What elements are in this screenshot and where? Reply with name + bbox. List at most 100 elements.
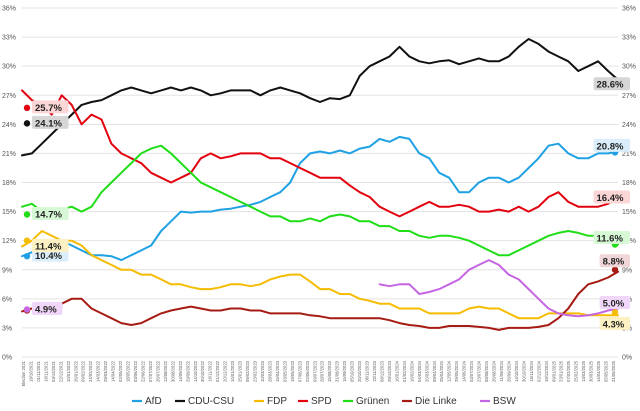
y-tick-label: 24%: [622, 122, 636, 129]
series-line-spd: [21, 89, 619, 218]
start-marker-cdu-csu: [23, 120, 31, 127]
x-tick-label: 14/10/2022: [193, 360, 198, 382]
x-tick-label: 14/04/2022: [111, 360, 116, 382]
x-tick-label: 09/02/2023: [245, 360, 250, 382]
end-label-bsw-bg: [599, 296, 630, 310]
x-tick-label: 29/05/2024: [454, 360, 459, 382]
start-label-bsw-bg: [32, 301, 63, 315]
y-tick-label: 18%: [622, 180, 636, 187]
x-tick-label: 16/01/2024: [394, 360, 399, 382]
x-tick-label: 01/11/2021: [36, 360, 41, 381]
x-tick-label: 03/12/2021: [51, 360, 56, 382]
x-tick-label: 14/09/2022: [178, 360, 183, 382]
x-tick-label: 29/03/2022: [103, 360, 108, 382]
x-tick-label: 12/08/2022: [163, 360, 168, 382]
x-tick-label: 01/12/2022: [215, 360, 220, 382]
x-tick-label: 21/05/2025: [611, 360, 616, 382]
x-tick-label: 22/06/2023: [305, 360, 310, 382]
x-tick-label: 05/05/2025: [604, 360, 609, 382]
x-axis: Election 2021 19/10/2021 01/11/2021 16/11/2…: [21, 360, 616, 386]
start-label-gr-nen-bg: [32, 206, 69, 220]
legend-label-afd: AfD: [145, 396, 162, 407]
series-line-die-linke: [21, 270, 619, 331]
y-tick-label: 9%: [2, 267, 12, 274]
end-label-die-linke: 8.8%: [603, 257, 625, 268]
x-tick-label: 14/04/2025: [596, 360, 601, 382]
start-marker-spd: [23, 104, 31, 112]
x-tick-label: 28/07/2023: [320, 360, 325, 382]
x-tick-label: 22/06/2022: [140, 360, 145, 382]
x-tick-label: 22/11/2023: [372, 360, 377, 381]
x-tick-label: 29/09/2022: [185, 360, 190, 382]
x-tick-label: 23/01/2025: [559, 360, 564, 382]
x-tick-label: 08/12/2023: [379, 360, 384, 382]
start-label-afd: 10.4%: [35, 251, 62, 262]
x-tick-label: 02/12/2024: [536, 360, 541, 382]
x-tick-label: 07/06/2023: [297, 360, 302, 382]
end-marker-fdp: [611, 309, 619, 316]
x-tick-label: 30/08/2022: [170, 360, 175, 382]
legend-label-spd: SPD: [311, 396, 332, 407]
value-labels: 10.4% 20.8% 24.1% 28.6% 11.4% 4.3% 25.7% 16.4% 1…: [32, 77, 630, 330]
y-tick-label: 36%: [2, 6, 16, 13]
series-lines: [21, 38, 619, 331]
y-tick-label: 33%: [622, 35, 636, 42]
y-tick-label: 30%: [622, 64, 636, 71]
x-tick-label: 14/06/2024: [462, 360, 467, 382]
legend: AfD CDU-CSU FDP SPD Grünen Die Linke BSW: [132, 396, 516, 407]
x-tick-label: 08/08/2024: [484, 360, 489, 382]
start-marker-fdp: [23, 237, 31, 244]
x-tick-label: 09/04/2024: [432, 360, 437, 382]
x-tick-label: 04/03/2024: [417, 360, 422, 382]
x-tick-label: 09/07/2023: [312, 360, 317, 382]
x-tick-label: 19/12/2024: [544, 360, 549, 382]
end-label-afd: 20.8%: [597, 141, 624, 152]
y-tick-label: 15%: [622, 209, 636, 216]
start-label-bsw: 4.9%: [35, 304, 57, 315]
y-tick-label: 27%: [2, 93, 16, 100]
y-tick-label: 9%: [622, 267, 632, 274]
y-tick-label: 12%: [2, 238, 16, 245]
x-tick-label: 20/10/2023: [357, 360, 362, 382]
x-tick-label: 31/08/2023: [335, 360, 340, 382]
x-tick-label: 02/05/2022: [118, 360, 123, 382]
x-tick-label: 12/05/2024: [447, 360, 452, 382]
series-line-gr-nen: [21, 144, 619, 257]
x-tick-label: 06/11/2023: [365, 360, 370, 381]
x-tick-label: 13/03/2025: [581, 360, 586, 382]
y-tick-label: 18%: [2, 180, 16, 187]
start-marker-gr-nen: [23, 211, 31, 218]
x-tick-label: 26/07/2022: [155, 360, 160, 382]
x-tick-label: 10/01/2023: [230, 360, 235, 382]
y-tick-label: 36%: [622, 6, 636, 13]
x-tick-label: 19/05/2023: [290, 360, 295, 382]
y-tick-label: 27%: [622, 93, 636, 100]
x-tick-label: 25/01/2023: [238, 360, 243, 382]
x-tick-label: 03/07/2024: [469, 360, 474, 382]
y-tick-label: 0%: [2, 355, 12, 362]
end-label-bsw: 5.0%: [603, 299, 625, 310]
end-label-gr-nen-bg: [593, 231, 630, 245]
end-label-fdp-bg: [599, 316, 630, 330]
end-label-gr-nen: 11.6%: [597, 234, 624, 245]
x-tick-label: 20/03/2024: [424, 360, 429, 382]
series-line-bsw: [378, 259, 619, 318]
x-tick-label: 15/09/2023: [342, 360, 347, 382]
x-tick-label: 25/02/2025: [574, 360, 579, 382]
x-tick-label: 14/10/2024: [514, 360, 519, 382]
x-tick-label: 30/10/2022: [200, 360, 205, 382]
end-marker-die-linke: [611, 266, 619, 273]
legend-label-bsw: BSW: [493, 396, 516, 407]
x-tick-label: 11/09/2024: [499, 360, 504, 381]
start-label-cdu-csu: 24.1%: [35, 118, 62, 129]
start-label-spd-bg: [32, 100, 69, 114]
x-tick-label: 07/02/2025: [566, 360, 571, 382]
x-tick-label: 28/03/2023: [267, 360, 272, 382]
y-tick-label: 6%: [2, 296, 12, 303]
start-label-fdp-bg: [32, 238, 69, 252]
x-tick-label: 10/01/2022: [66, 360, 71, 382]
x-tick-label: 23/07/2024: [477, 360, 482, 382]
x-tick-label: 03/05/2023: [282, 360, 287, 382]
x-tick-label: 09/01/2025: [551, 360, 556, 382]
